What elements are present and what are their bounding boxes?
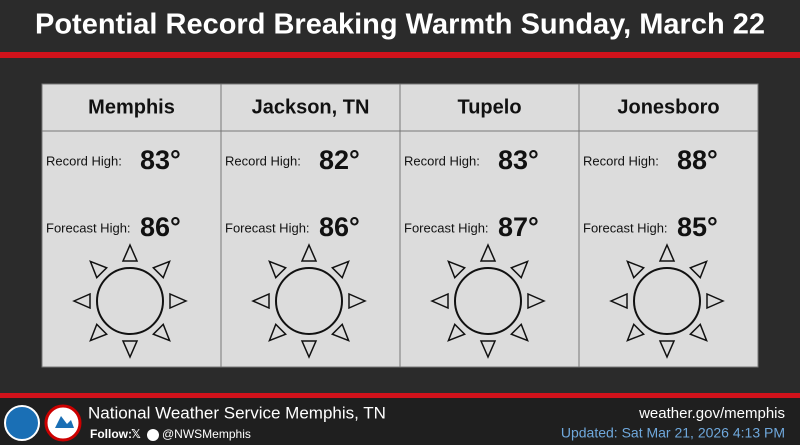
follow-label: Follow: [90, 427, 132, 441]
city-header [399, 83, 580, 132]
sun-ray [72, 292, 91, 310]
forecast-value: 86° [140, 212, 181, 242]
handle[interactable]: @NWSMemphis [162, 427, 251, 441]
city-header [220, 83, 401, 132]
website[interactable]: weather.gov/memphis [638, 405, 785, 422]
sun-ray [268, 322, 288, 342]
sun-ray [268, 260, 288, 280]
record-value: 82° [319, 145, 360, 175]
record-value: 83° [498, 145, 539, 175]
sun [96, 267, 164, 335]
sun [275, 267, 343, 335]
x-icon: 𝕏 [131, 427, 141, 441]
city-body [578, 130, 759, 368]
sun-ray [430, 292, 449, 310]
record-value: 83° [140, 145, 181, 175]
sun-ray [626, 260, 646, 280]
sun-ray [169, 292, 188, 310]
updated: Updated: Sat Mar 21, 2026 4:13 PM [561, 425, 785, 441]
forecast-label: Forecast High: [46, 220, 131, 235]
record-value: 88° [677, 145, 718, 175]
nws-logo-mark [55, 416, 74, 428]
sun-ray [330, 322, 350, 342]
forecast-label: Forecast High: [583, 220, 668, 235]
forecast-value: 85° [677, 212, 718, 242]
forecast-value: 87° [498, 212, 539, 242]
sun-ray [151, 322, 171, 342]
footer [0, 398, 800, 445]
sun [633, 267, 701, 335]
sun-ray [447, 322, 467, 342]
city-name: Memphis [88, 96, 175, 118]
sun-ray [89, 260, 109, 280]
forecast-label: Forecast High: [225, 220, 310, 235]
sun [454, 267, 522, 335]
forecast-label: Forecast High: [404, 220, 489, 235]
sun-ray [300, 243, 318, 262]
sun-ray [151, 260, 171, 280]
record-label: Record High: [46, 153, 122, 168]
sun-ray [509, 260, 529, 280]
sun-ray [688, 322, 708, 342]
sun-ray [348, 292, 367, 310]
sun-ray [609, 292, 628, 310]
sun-ray [706, 292, 725, 310]
sun-ray [89, 322, 109, 342]
record-label: Record High: [583, 153, 659, 168]
sun-ray [300, 340, 318, 359]
record-label: Record High: [404, 153, 480, 168]
organization: National Weather Service Memphis, TN [88, 403, 386, 422]
sun-ray [121, 243, 139, 262]
sun-ray [479, 340, 497, 359]
sun-ray [479, 243, 497, 262]
facebook-icon [147, 429, 159, 441]
sun-ray [509, 322, 529, 342]
noaa-logo [4, 405, 40, 441]
title-rule [0, 52, 800, 58]
sun-ray [658, 243, 676, 262]
columns: Memphis Record High: 83° Forecast High: 86° J… [41, 83, 759, 368]
city-name: Tupelo [457, 96, 521, 118]
forecast-value: 86° [319, 212, 360, 242]
city-name: Jonesboro [617, 96, 719, 118]
sun-ray [251, 292, 270, 310]
city-name: Jackson, TN [252, 96, 370, 118]
record-label: Record High: [225, 153, 301, 168]
sun-ray [626, 322, 646, 342]
footer-rule [0, 393, 800, 398]
sun-ray [527, 292, 546, 310]
sun-ray [121, 340, 139, 359]
city-header [578, 83, 759, 132]
title: Potential Record Breaking Warmth Sunday,… [35, 9, 765, 41]
sun-ray [658, 340, 676, 359]
sun-ray [330, 260, 350, 280]
sun-ray [688, 260, 708, 280]
sun-ray [447, 260, 467, 280]
city-header [41, 83, 222, 132]
